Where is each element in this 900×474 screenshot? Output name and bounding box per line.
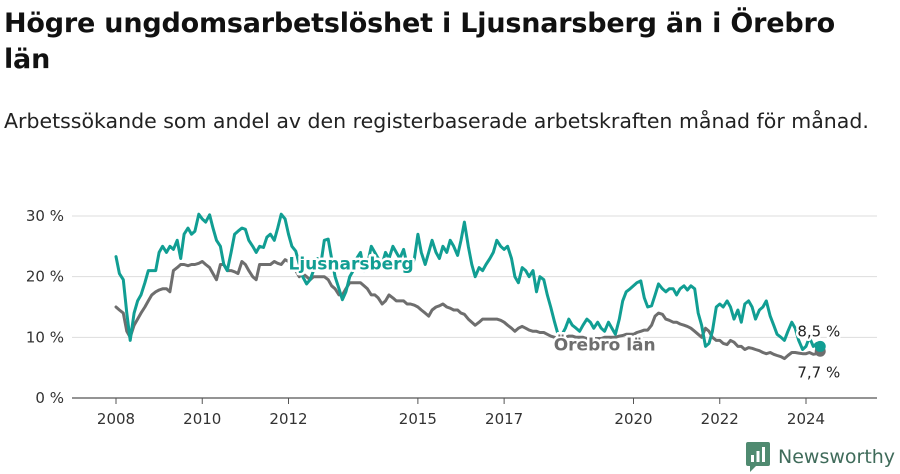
series-lines bbox=[114, 212, 826, 361]
brand-logo: Newsworthy bbox=[746, 442, 895, 472]
x-tick-label: 2017 bbox=[485, 410, 523, 428]
newsworthy-logo-icon bbox=[746, 442, 770, 472]
end-label-ljusnarsberg: 8,5 % bbox=[797, 322, 840, 340]
series-label-ljusnarsberg-halo: Ljusnarsberg bbox=[289, 254, 414, 274]
end-point-ljusnarsberg bbox=[814, 340, 826, 352]
x-tick-label: 2024 bbox=[787, 410, 825, 428]
x-tick-label: 2020 bbox=[614, 410, 652, 428]
series-line-ljusnarsberg bbox=[114, 212, 822, 351]
y-tick-label: 10 % bbox=[26, 328, 64, 346]
x-tick-label: 2022 bbox=[701, 410, 739, 428]
end-label-orebro: 7,7 % bbox=[797, 363, 840, 381]
series-label-orebro-halo: Örebro län bbox=[554, 334, 656, 356]
x-tick-label: 2012 bbox=[269, 410, 307, 428]
gridlines bbox=[72, 215, 877, 399]
brand-name: Newsworthy bbox=[778, 446, 896, 468]
x-axis-ticks: 2008 2010 2012 2015 2017 2020 2022 2024 bbox=[97, 398, 825, 428]
series-label-ljusnarsberg: Ljusnarsberg bbox=[289, 254, 414, 274]
chart-title: Högre ungdomsarbetslöshet i Ljusnarsberg… bbox=[4, 8, 836, 75]
end-label-orebro-halo: 7,7 % bbox=[797, 363, 840, 381]
y-tick-label: 0 % bbox=[35, 389, 64, 407]
x-tick-label: 2010 bbox=[183, 410, 221, 428]
x-tick-label: 2008 bbox=[97, 410, 135, 428]
end-label-ljusnarsberg-halo: 8,5 % bbox=[797, 322, 840, 340]
chart-subtitle: Arbetssökande som andel av den registerb… bbox=[4, 109, 869, 133]
x-tick-label: 2015 bbox=[399, 410, 437, 428]
y-tick-label: 30 % bbox=[26, 207, 64, 225]
y-tick-label: 20 % bbox=[26, 268, 64, 286]
series-label-orebro: Örebro län bbox=[554, 334, 656, 356]
y-axis-ticks: 0 % 10 % 20 % 30 % bbox=[26, 207, 64, 407]
